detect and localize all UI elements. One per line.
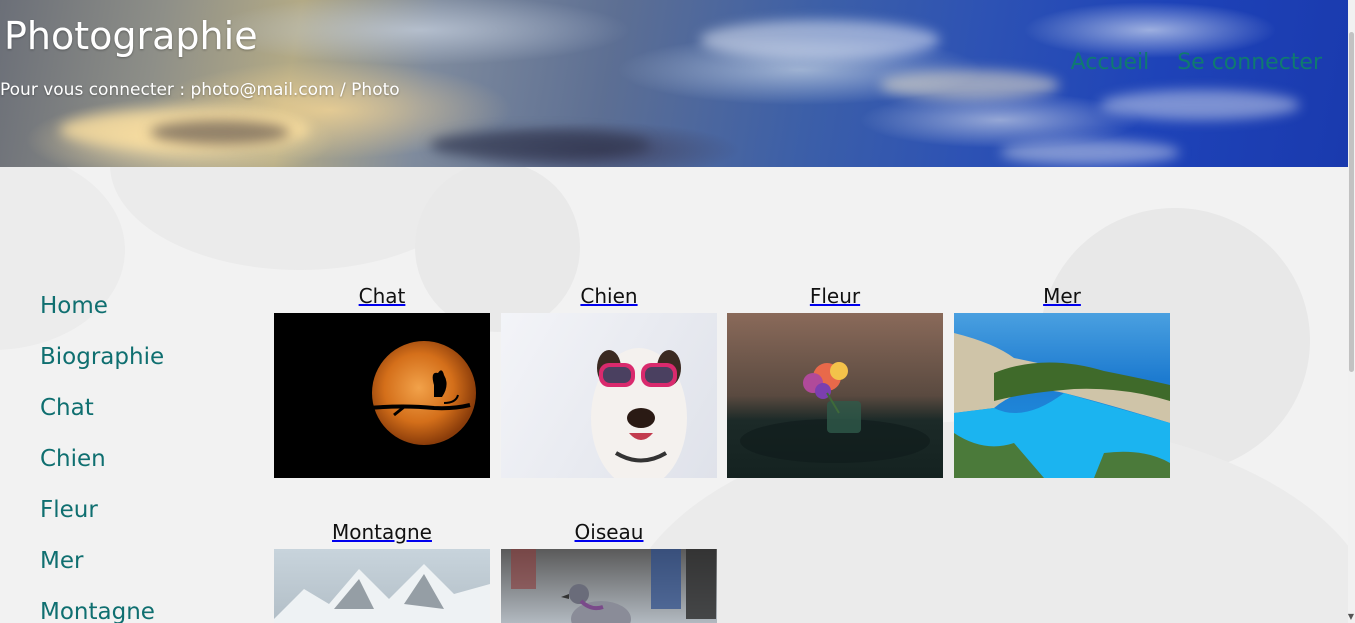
flower-vase-photo (727, 313, 943, 478)
nav-link-accueil[interactable]: Accueil (1070, 50, 1150, 75)
cloud-decoration (1100, 90, 1300, 120)
gallery-card-chien[interactable]: Chien (501, 282, 717, 478)
background-circle (415, 162, 580, 332)
sidebar-item-home[interactable]: Home (40, 293, 108, 319)
cat-moon-photo (274, 313, 490, 478)
sidebar-item-fleur[interactable]: Fleur (40, 497, 98, 523)
sidebar: Home Biographie Chat Chien Fleur Mer Mon… (40, 288, 164, 623)
dog-glasses-photo (501, 313, 717, 478)
cloud-decoration (150, 120, 290, 145)
gallery-caption: Chien (580, 284, 638, 308)
mountain-photo (274, 549, 490, 623)
gallery-caption: Fleur (809, 284, 861, 308)
sidebar-item-mer[interactable]: Mer (40, 548, 84, 574)
scroll-down-arrow-icon[interactable]: ▼ (1347, 612, 1354, 621)
sidebar-item-chat[interactable]: Chat (40, 395, 94, 421)
cloud-decoration (1000, 140, 1180, 165)
vertical-scrollbar[interactable]: ▼ (1348, 0, 1355, 623)
sea-beach-photo (954, 313, 1170, 478)
gallery-card-fleur[interactable]: Fleur (727, 282, 943, 478)
gallery-caption: Mer (1043, 284, 1081, 308)
gallery-card-montagne[interactable]: Montagne (274, 518, 490, 623)
scrollbar-thumb[interactable] (1349, 32, 1354, 372)
sea-beach-image (954, 333, 1170, 478)
sidebar-item-biographie[interactable]: Biographie (40, 344, 165, 370)
top-nav: Accueil Se connecter (1071, 50, 1322, 75)
sidebar-item-chien[interactable]: Chien (40, 446, 106, 472)
gallery-card-mer[interactable]: Mer (954, 282, 1170, 478)
sidebar-item-montagne[interactable]: Montagne (40, 599, 155, 623)
cat-moon-image (368, 341, 476, 445)
cloud-decoration (700, 20, 940, 60)
gallery-caption: Chat (358, 284, 406, 308)
mountain-image (274, 564, 490, 623)
dog-glasses-image (591, 348, 687, 478)
cloud-decoration (430, 130, 650, 160)
login-hint: Pour vous connecter : photo@mail.com / P… (0, 80, 400, 100)
nav-link-se-connecter[interactable]: Se connecter (1177, 50, 1322, 75)
gallery-card-chat[interactable]: Chat (274, 282, 490, 478)
gallery-caption: Oiseau (574, 520, 644, 544)
pigeon-photo (501, 549, 717, 623)
flower-vase-image (740, 362, 930, 463)
pigeon-image (511, 549, 716, 623)
site-header: Photographie Pour vous connecter : photo… (0, 0, 1348, 167)
site-title: Photographie (4, 14, 258, 58)
gallery-card-oiseau[interactable]: Oiseau (501, 518, 717, 623)
cloud-decoration (880, 70, 1060, 100)
gallery-caption: Montagne (332, 520, 432, 544)
